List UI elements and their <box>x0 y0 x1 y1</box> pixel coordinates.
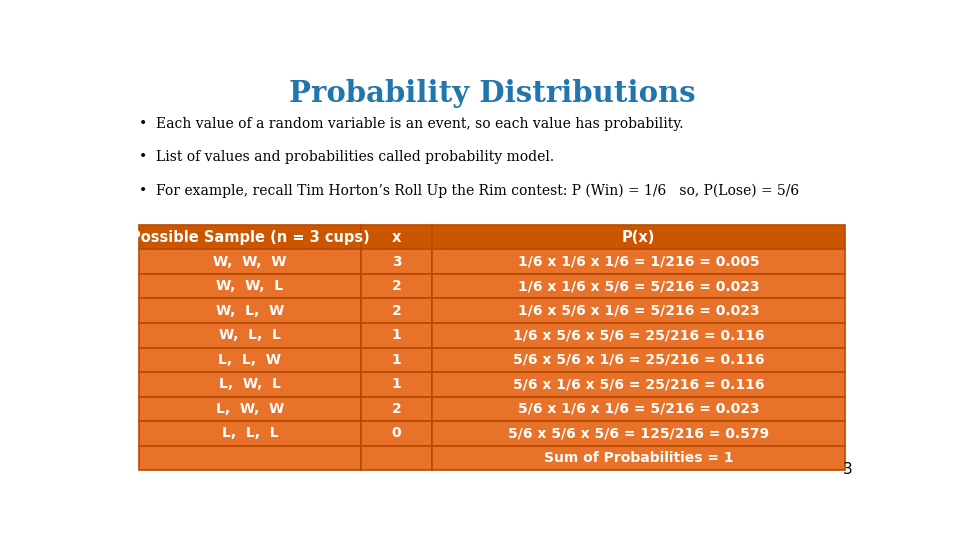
Bar <box>361 421 432 445</box>
Bar <box>361 299 432 323</box>
Bar <box>138 446 361 470</box>
Bar <box>138 225 361 249</box>
Text: 1/6 x 1/6 x 1/6 = 1/216 = 0.005: 1/6 x 1/6 x 1/6 = 1/216 = 0.005 <box>517 255 759 269</box>
Text: 2: 2 <box>392 303 401 318</box>
Text: W,  W,  W: W, W, W <box>213 255 287 269</box>
Text: Possible Sample (n = 3 cups): Possible Sample (n = 3 cups) <box>130 230 370 245</box>
Text: •  For example, recall Tim Horton’s Roll Up the Rim contest: P (Win) = 1/6   so,: • For example, recall Tim Horton’s Roll … <box>138 183 799 198</box>
Text: 1: 1 <box>392 377 401 392</box>
Bar <box>138 372 361 396</box>
Bar <box>432 299 846 323</box>
Text: Sum of Probabilities = 1: Sum of Probabilities = 1 <box>544 451 733 465</box>
Bar <box>361 249 432 274</box>
Text: 1/6 x 5/6 x 1/6 = 5/216 = 0.023: 1/6 x 5/6 x 1/6 = 5/216 = 0.023 <box>517 303 759 318</box>
Text: •  Each value of a random variable is an event, so each value has probability.: • Each value of a random variable is an … <box>138 117 684 131</box>
Text: 2: 2 <box>392 402 401 416</box>
Text: 1: 1 <box>392 328 401 342</box>
Text: W,  L,  L: W, L, L <box>219 328 281 342</box>
Bar <box>361 348 432 372</box>
Text: 1/6 x 5/6 x 5/6 = 25/216 = 0.116: 1/6 x 5/6 x 5/6 = 25/216 = 0.116 <box>513 328 764 342</box>
Bar <box>432 274 846 299</box>
Text: 3: 3 <box>843 462 852 477</box>
Text: 5/6 x 1/6 x 5/6 = 25/216 = 0.116: 5/6 x 1/6 x 5/6 = 25/216 = 0.116 <box>513 377 764 392</box>
Bar <box>361 323 432 348</box>
Bar <box>138 348 361 372</box>
Bar <box>432 421 846 445</box>
Text: 0: 0 <box>392 427 401 441</box>
Text: W,  L,  W: W, L, W <box>216 303 284 318</box>
Bar <box>432 446 846 470</box>
Text: •  List of values and probabilities called probability model.: • List of values and probabilities calle… <box>138 150 554 164</box>
Bar <box>361 372 432 396</box>
Bar <box>138 299 361 323</box>
Bar <box>361 446 432 470</box>
Text: Probability Distributions: Probability Distributions <box>289 79 695 109</box>
Text: L,  L,  W: L, L, W <box>219 353 281 367</box>
Bar <box>138 421 361 445</box>
Bar <box>432 396 846 421</box>
Text: 2: 2 <box>392 279 401 293</box>
Text: 1/6 x 1/6 x 5/6 = 5/216 = 0.023: 1/6 x 1/6 x 5/6 = 5/216 = 0.023 <box>517 279 759 293</box>
Text: 5/6 x 5/6 x 1/6 = 25/216 = 0.116: 5/6 x 5/6 x 1/6 = 25/216 = 0.116 <box>513 353 764 367</box>
Text: L,  W,  L: L, W, L <box>219 377 281 392</box>
Text: 5/6 x 1/6 x 1/6 = 5/216 = 0.023: 5/6 x 1/6 x 1/6 = 5/216 = 0.023 <box>517 402 759 416</box>
Bar <box>138 323 361 348</box>
Bar <box>432 323 846 348</box>
Text: 1: 1 <box>392 353 401 367</box>
Bar <box>138 274 361 299</box>
Bar <box>432 372 846 396</box>
Text: L,  L,  L: L, L, L <box>222 427 278 441</box>
Bar <box>432 348 846 372</box>
Bar <box>138 249 361 274</box>
Bar <box>361 396 432 421</box>
Bar <box>361 225 432 249</box>
Text: 5/6 x 5/6 x 5/6 = 125/216 = 0.579: 5/6 x 5/6 x 5/6 = 125/216 = 0.579 <box>508 427 769 441</box>
Text: P(x): P(x) <box>622 230 656 245</box>
Text: L,  W,  W: L, W, W <box>216 402 284 416</box>
Bar <box>432 249 846 274</box>
Bar <box>361 274 432 299</box>
Text: W,  W,  L: W, W, L <box>216 279 283 293</box>
Text: 3: 3 <box>392 255 401 269</box>
Text: x: x <box>392 230 401 245</box>
Bar <box>432 225 846 249</box>
Bar <box>138 396 361 421</box>
